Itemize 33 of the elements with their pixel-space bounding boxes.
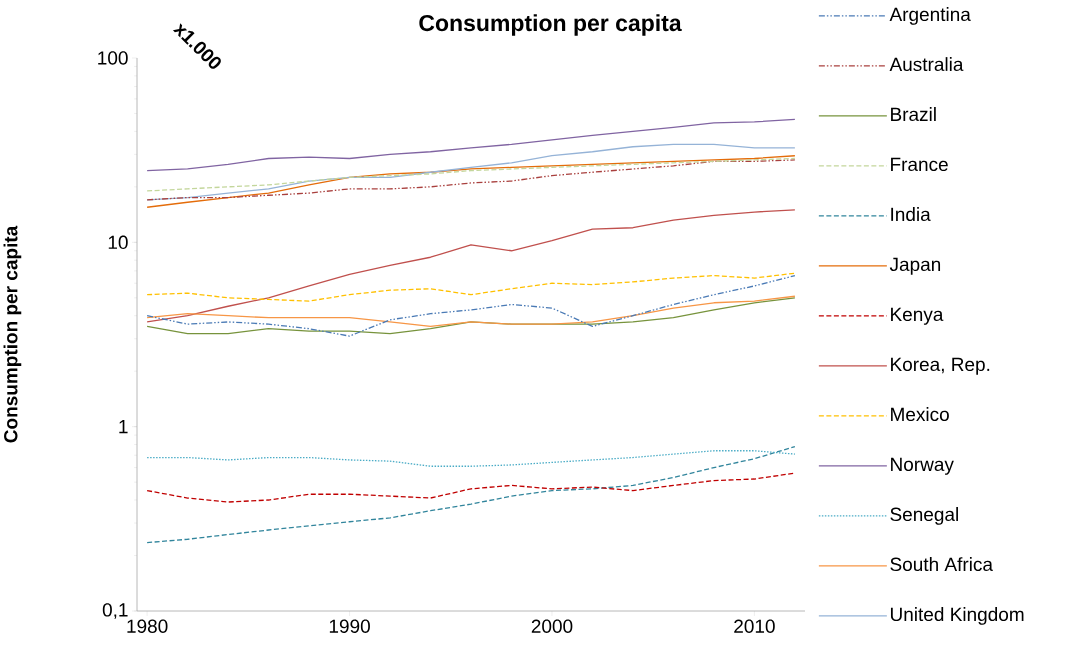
legend-label: Argentina — [889, 7, 971, 25]
line-series — [146, 157, 796, 192]
y-tick-label: 10 — [108, 235, 128, 250]
line-series — [146, 274, 796, 337]
legend-label: United Kingdom — [890, 607, 1024, 625]
y-tick-label: 0,1 — [102, 603, 128, 619]
x-tick-label: 1990 — [329, 619, 370, 633]
x-tick-label: 1980 — [127, 619, 168, 633]
legend-label: Norway — [891, 457, 954, 475]
line-series — [146, 159, 796, 201]
legend-label: Korea, Rep. — [891, 357, 990, 375]
legend-label: Australia — [889, 57, 964, 72]
line-series — [146, 445, 796, 544]
chart-title: Consumption per capita — [419, 14, 682, 36]
line-series — [146, 472, 796, 503]
line-series — [146, 118, 796, 172]
y-axis-title: Consumption per capita — [3, 225, 22, 443]
line-series — [146, 450, 796, 467]
line-series — [146, 209, 796, 323]
line-series — [146, 155, 796, 208]
legend-label: France — [891, 157, 948, 172]
x-tick-label: 2000 — [531, 619, 573, 633]
x-tick-label: 2010 — [734, 619, 775, 633]
legend-label: India — [891, 207, 931, 222]
legend-label: Japan — [889, 257, 941, 275]
legend-label: South Africa — [890, 557, 993, 572]
line-series — [146, 272, 796, 302]
legend-label: Brazil — [891, 107, 936, 122]
legend-label: Kenya — [891, 307, 944, 325]
legend-label: Senegal — [890, 507, 958, 525]
legend-label: Mexico — [891, 407, 949, 422]
y-tick-label: 100 — [98, 51, 128, 65]
y-tick-label: 1 — [119, 420, 128, 434]
